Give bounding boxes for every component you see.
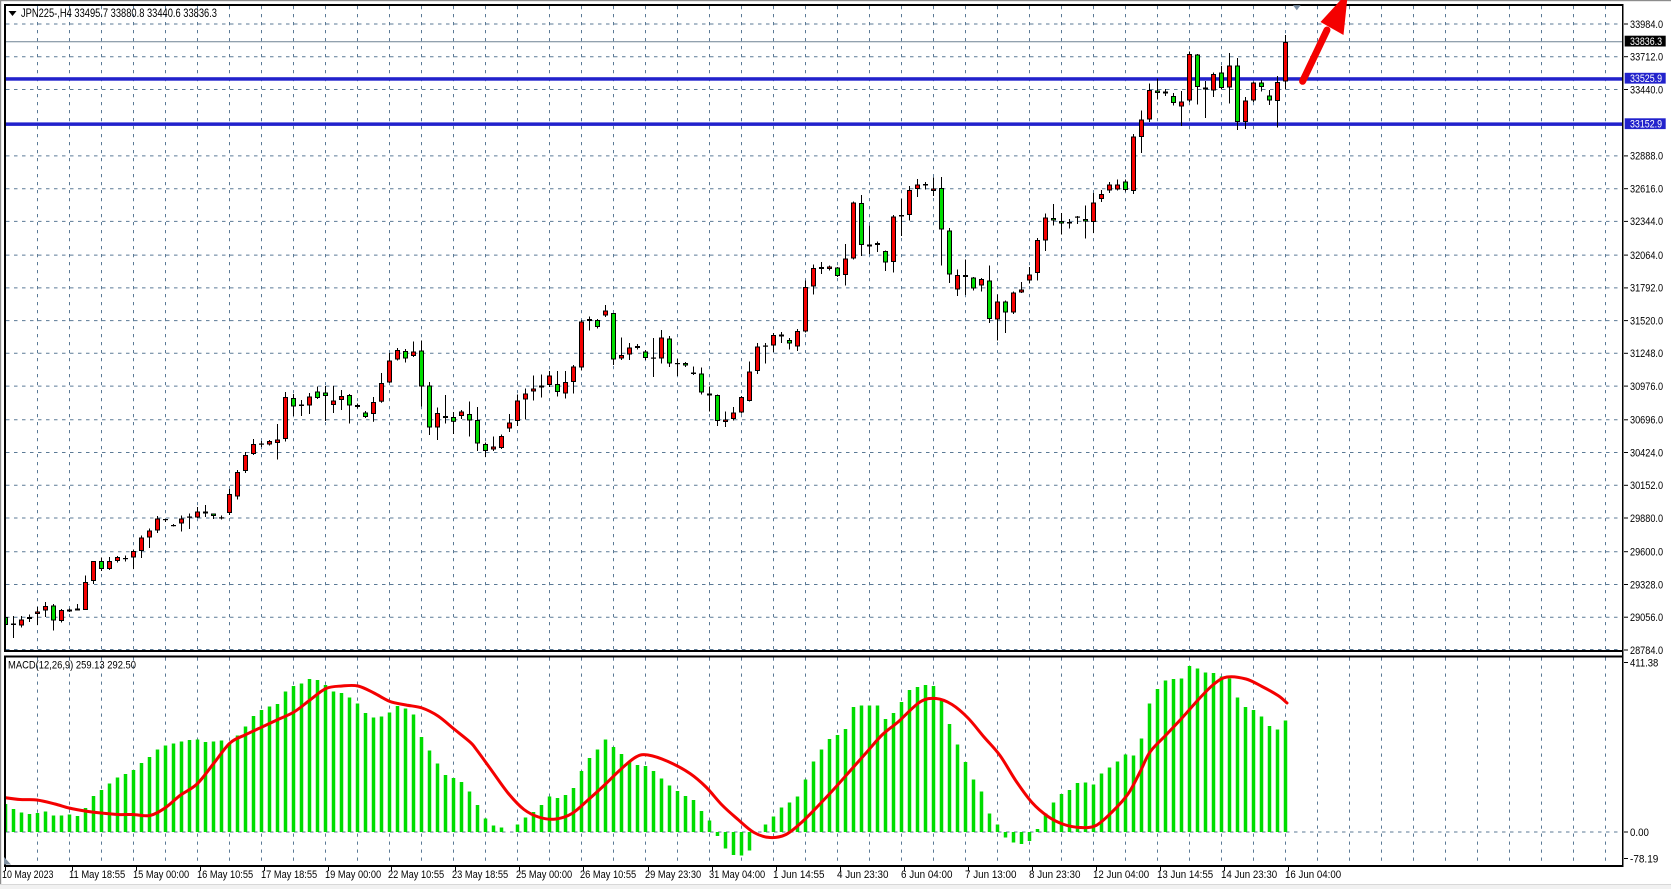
svg-text:10 May 2023: 10 May 2023 bbox=[2, 869, 53, 881]
svg-text:33525.9: 33525.9 bbox=[1630, 73, 1662, 85]
svg-text:4 Jun 23:30: 4 Jun 23:30 bbox=[837, 869, 888, 881]
svg-text:16 Jun 04:00: 16 Jun 04:00 bbox=[1285, 869, 1341, 881]
svg-text:29 May 23:30: 29 May 23:30 bbox=[645, 869, 701, 881]
svg-text:31248.0: 31248.0 bbox=[1630, 348, 1663, 360]
svg-text:12 Jun 04:00: 12 Jun 04:00 bbox=[1093, 869, 1149, 881]
svg-text:11 May 18:55: 11 May 18:55 bbox=[69, 869, 125, 881]
svg-text:1 Jun 14:55: 1 Jun 14:55 bbox=[773, 869, 824, 881]
svg-text:23 May 18:55: 23 May 18:55 bbox=[452, 869, 508, 881]
svg-text:32888.0: 32888.0 bbox=[1630, 151, 1663, 163]
svg-text:26 May 10:55: 26 May 10:55 bbox=[580, 869, 636, 881]
svg-text:31792.0: 31792.0 bbox=[1630, 283, 1663, 295]
svg-text:30696.0: 30696.0 bbox=[1630, 415, 1663, 427]
svg-text:-78.19: -78.19 bbox=[1630, 853, 1658, 865]
svg-text:33152.9: 33152.9 bbox=[1630, 118, 1662, 130]
svg-text:30424.0: 30424.0 bbox=[1630, 447, 1663, 459]
svg-text:19 May 00:00: 19 May 00:00 bbox=[325, 869, 381, 881]
svg-text:15 May 00:00: 15 May 00:00 bbox=[133, 869, 189, 881]
svg-text:30976.0: 30976.0 bbox=[1630, 381, 1663, 393]
svg-text:17 May 18:55: 17 May 18:55 bbox=[261, 869, 317, 881]
svg-text:411.38: 411.38 bbox=[1630, 657, 1658, 669]
svg-text:29880.0: 29880.0 bbox=[1630, 513, 1663, 525]
svg-text:7 Jun 13:00: 7 Jun 13:00 bbox=[965, 869, 1016, 881]
svg-text:33984.0: 33984.0 bbox=[1630, 19, 1663, 31]
svg-text:6 Jun 04:00: 6 Jun 04:00 bbox=[901, 869, 952, 881]
svg-text:16 May 10:55: 16 May 10:55 bbox=[197, 869, 253, 881]
svg-text:33836.3: 33836.3 bbox=[1630, 36, 1662, 48]
svg-text:31 May 04:00: 31 May 04:00 bbox=[709, 869, 765, 881]
svg-text:22 May 10:55: 22 May 10:55 bbox=[388, 869, 444, 881]
svg-text:8 Jun 23:30: 8 Jun 23:30 bbox=[1029, 869, 1080, 881]
svg-text:MACD(12,26,9) 259.13 292.50: MACD(12,26,9) 259.13 292.50 bbox=[8, 660, 136, 672]
svg-text:29056.0: 29056.0 bbox=[1630, 612, 1663, 624]
svg-text:33712.0: 33712.0 bbox=[1630, 52, 1663, 64]
svg-text:30152.0: 30152.0 bbox=[1630, 480, 1663, 492]
svg-text:29600.0: 29600.0 bbox=[1630, 547, 1663, 559]
svg-text:32616.0: 32616.0 bbox=[1630, 184, 1663, 196]
svg-text:33440.0: 33440.0 bbox=[1630, 84, 1663, 96]
svg-text:31520.0: 31520.0 bbox=[1630, 315, 1663, 327]
svg-text:14 Jun 23:30: 14 Jun 23:30 bbox=[1221, 869, 1277, 881]
svg-text:28784.0: 28784.0 bbox=[1630, 645, 1663, 657]
svg-text:32344.0: 32344.0 bbox=[1630, 216, 1663, 228]
svg-text:29328.0: 29328.0 bbox=[1630, 579, 1663, 591]
svg-text:13 Jun 14:55: 13 Jun 14:55 bbox=[1157, 869, 1213, 881]
svg-text:25 May 00:00: 25 May 00:00 bbox=[516, 869, 572, 881]
svg-text:0.00: 0.00 bbox=[1630, 827, 1649, 839]
svg-text:32064.0: 32064.0 bbox=[1630, 250, 1663, 262]
svg-text:JPN225-,H4 33495.7 33880.8 33: JPN225-,H4 33495.7 33880.8 33440.6 33836… bbox=[21, 6, 217, 20]
